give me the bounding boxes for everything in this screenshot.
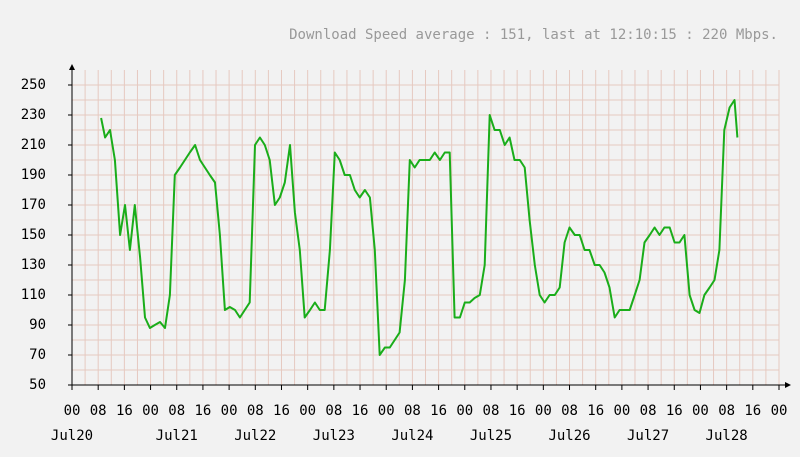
y-tick-label: 190 [21, 167, 46, 183]
y-tick-label: 110 [21, 287, 46, 303]
x-tick-label: 16 [430, 403, 447, 419]
x-tick-label: 08 [247, 403, 264, 419]
x-tick-label: 16 [194, 403, 211, 419]
x-tick-label: 00 [299, 403, 316, 419]
y-tick-label: 70 [29, 347, 46, 363]
day-label: Jul25 [470, 428, 512, 444]
x-tick-label: 00 [456, 403, 473, 419]
x-tick-label: 16 [744, 403, 761, 419]
y-tick-label: 250 [21, 77, 46, 93]
x-tick-label: 16 [587, 403, 604, 419]
x-tick-label: 08 [483, 403, 500, 419]
x-tick-label: 08 [718, 403, 735, 419]
data-line [100, 99, 739, 356]
x-tick-label: 00 [142, 403, 159, 419]
x-tick-label: 16 [666, 403, 683, 419]
x-tick-label: 16 [509, 403, 526, 419]
x-tick-label: 00 [221, 403, 238, 419]
x-tick-label: 16 [273, 403, 290, 419]
x-tick-label: 00 [535, 403, 552, 419]
y-tick-label: 150 [21, 227, 46, 243]
day-label: Jul23 [313, 428, 355, 444]
y-tick-label: 210 [21, 137, 46, 153]
day-label: Jul24 [391, 428, 433, 444]
x-tick-label: 00 [771, 403, 788, 419]
x-tick-label: 08 [640, 403, 657, 419]
day-label: Jul22 [234, 428, 276, 444]
y-tick-label: 90 [29, 317, 46, 333]
x-tick-label: 00 [378, 403, 395, 419]
day-label: Jul27 [627, 428, 669, 444]
y-tick-label: 50 [29, 377, 46, 393]
chart-title: Download Speed average : 151, last at 12… [289, 27, 778, 43]
x-tick-label: 16 [116, 403, 133, 419]
y-tick-label: 170 [21, 197, 46, 213]
day-label: Jul26 [548, 428, 590, 444]
x-tick-label: 08 [168, 403, 185, 419]
x-tick-label: 08 [90, 403, 107, 419]
y-tick-label: 230 [21, 107, 46, 123]
x-tick-label: 00 [692, 403, 709, 419]
day-label: Jul21 [156, 428, 198, 444]
day-label: Jul28 [706, 428, 748, 444]
y-axis-arrow [69, 64, 75, 70]
y-tick-label: 130 [21, 257, 46, 273]
x-tick-label: 16 [352, 403, 369, 419]
x-tick-label: 08 [561, 403, 578, 419]
x-tick-label: 00 [64, 403, 81, 419]
x-axis-arrow [785, 382, 791, 388]
x-tick-label: 08 [404, 403, 421, 419]
x-tick-label: 08 [325, 403, 342, 419]
x-tick-label: 00 [613, 403, 630, 419]
day-label: Jul20 [51, 428, 93, 444]
